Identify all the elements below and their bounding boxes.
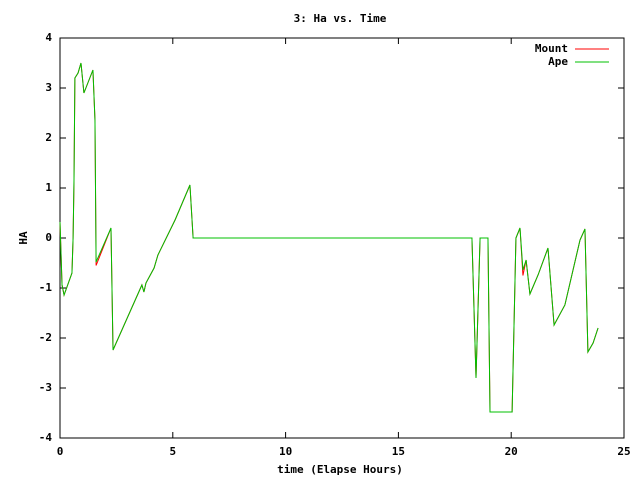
- x-tick-label: 15: [392, 445, 405, 458]
- y-tick-label: -2: [39, 331, 52, 344]
- y-tick-label: 2: [45, 131, 52, 144]
- x-tick-label: 10: [279, 445, 292, 458]
- x-tick-label: 5: [169, 445, 176, 458]
- x-axis-label: time (Elapse Hours): [277, 463, 403, 476]
- y-tick-label: 1: [45, 181, 52, 194]
- y-tick-label: -4: [39, 431, 53, 444]
- y-tick-label: 4: [45, 31, 52, 44]
- legend-label: Mount: [535, 42, 568, 55]
- y-tick-label: 3: [45, 81, 52, 94]
- x-tick-label: 20: [505, 445, 518, 458]
- y-tick-label: -1: [39, 281, 53, 294]
- legend-label: Ape: [548, 55, 568, 68]
- series-line: [59, 62, 599, 413]
- y-tick-label: -3: [39, 381, 52, 394]
- x-tick-label: 0: [57, 445, 64, 458]
- y-tick-label: 0: [45, 231, 52, 244]
- y-axis-label: HA: [17, 231, 30, 245]
- chart-title: 3: Ha vs. Time: [294, 12, 387, 25]
- x-tick-label: 25: [617, 445, 630, 458]
